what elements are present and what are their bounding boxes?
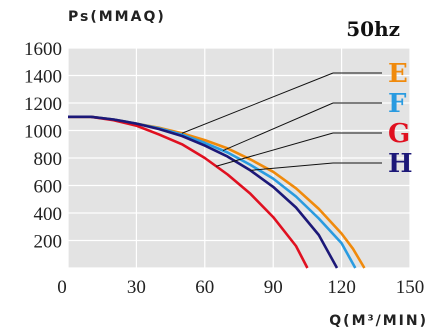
- y-tick-label: 1600: [24, 39, 62, 60]
- y-tick-label: 800: [34, 149, 63, 170]
- y-tick-labels: 200 400 600 800 1000 1200 1400 1600: [24, 39, 62, 253]
- x-tick-label: 60: [195, 277, 214, 298]
- y-axis-label: Ps(MMAQ): [68, 9, 166, 25]
- y-tick-label: 600: [34, 177, 63, 198]
- series-line-h: [68, 115, 339, 269]
- y-tick-label: 1000: [24, 122, 62, 143]
- y-tick-label: 200: [34, 232, 63, 253]
- x-tick-label: 90: [264, 277, 283, 298]
- x-tick-label: 150: [396, 277, 425, 298]
- x-axis-label: Q(M³/MIN): [329, 313, 428, 329]
- x-tick-label: 30: [127, 277, 146, 298]
- legend-leader-line: [250, 162, 334, 171]
- x-tick-label: 120: [327, 277, 356, 298]
- legend-entry-h: H: [388, 149, 413, 179]
- series-lines: [68, 115, 366, 269]
- frequency-label: 50hz: [346, 17, 400, 41]
- legend-entry-e: E: [388, 59, 408, 89]
- x-tick-labels: 0 30 60 90 120 150: [57, 277, 424, 298]
- legend-leader-line: [222, 102, 334, 152]
- y-tick-label: 400: [34, 204, 63, 225]
- legend-entry-g: G: [388, 119, 410, 149]
- legend-leader-line: [181, 72, 334, 134]
- y-tick-label: 1200: [24, 94, 62, 115]
- legend-leaders: [181, 72, 382, 171]
- legend-leader-line: [216, 132, 334, 167]
- legend-entry-f: F: [388, 89, 407, 119]
- x-tick-label: 0: [57, 277, 67, 298]
- y-tick-label: 1400: [24, 67, 62, 88]
